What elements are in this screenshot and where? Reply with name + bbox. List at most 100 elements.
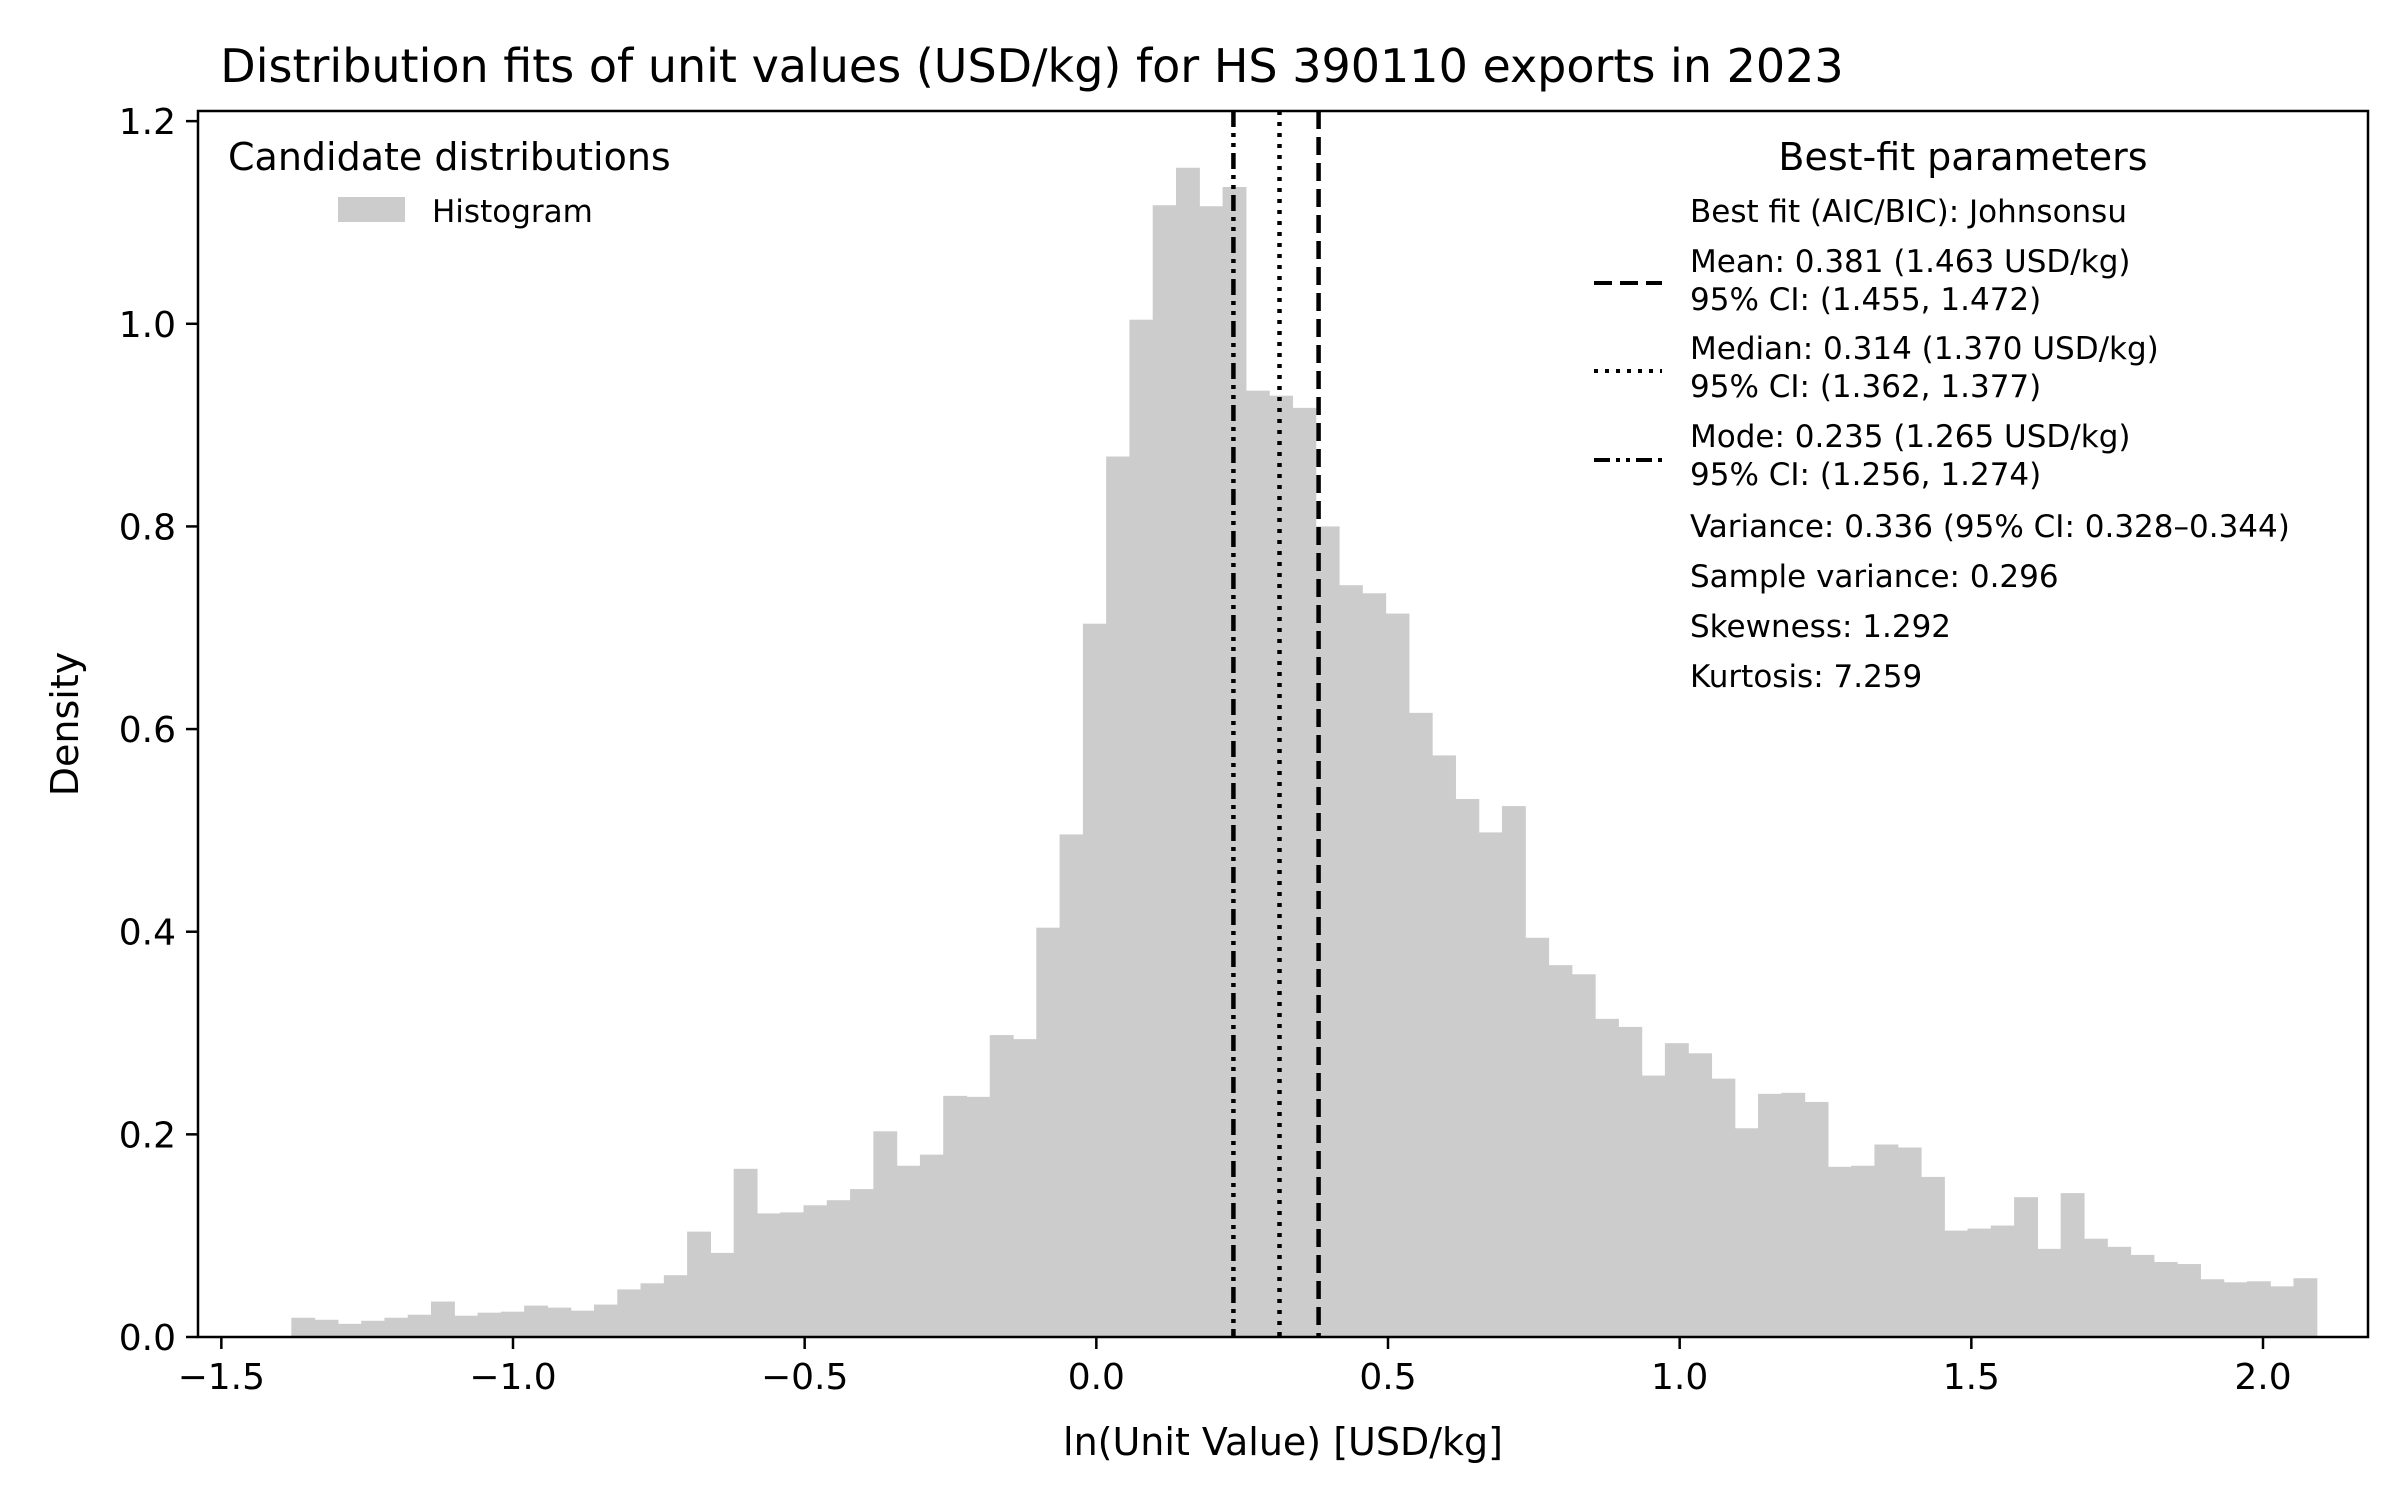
histogram-bar — [919, 1154, 944, 1337]
histogram-bar — [1641, 1075, 1666, 1337]
histogram-bar — [361, 1320, 386, 1337]
histogram-bar — [547, 1307, 572, 1337]
y-tick-label: 0.0 — [119, 1318, 176, 1359]
legend-best-fit: Best fit (AIC/BIC): Johnsonsu — [1690, 194, 2127, 230]
histogram-bar — [524, 1305, 549, 1337]
legend-mean-text: Mean: 0.381 (1.463 USD/kg) — [1690, 244, 2130, 280]
legend-variance: Variance: 0.336 (95% CI: 0.328–0.344) — [1690, 509, 2290, 545]
legend-right-title: Best-fit parameters — [1778, 135, 2147, 179]
legend-sample-variance: Sample variance: 0.296 — [1690, 559, 2059, 595]
histogram-bar — [1618, 1026, 1643, 1337]
histogram-bar — [314, 1319, 339, 1337]
plot-frame — [196, 109, 2370, 1339]
histogram-bar — [733, 1168, 758, 1337]
histogram-bar — [1990, 1225, 2015, 1337]
histogram-bar — [1688, 1053, 1713, 1337]
legend-histogram-swatch — [338, 197, 405, 222]
histogram-bar — [1967, 1228, 1992, 1337]
chart-title: Distribution fits of unit values (USD/kg… — [220, 39, 1843, 93]
histogram-bars — [291, 167, 2318, 1338]
histogram-bar — [454, 1315, 479, 1337]
legend-left: Candidate distributions Histogram — [228, 135, 671, 230]
histogram-bar — [1082, 623, 1107, 1337]
histogram-bar — [2270, 1286, 2295, 1337]
histogram-bar — [2060, 1193, 2085, 1337]
histogram-bar — [826, 1200, 851, 1337]
histogram-bar — [2014, 1197, 2038, 1337]
histogram-bar — [640, 1283, 665, 1337]
histogram-bar — [500, 1311, 525, 1337]
y-axis-label: Density — [43, 652, 87, 796]
histogram-bar — [384, 1317, 409, 1337]
histogram-bar — [477, 1312, 502, 1337]
histogram-bar — [1408, 712, 1433, 1337]
histogram-bar — [1920, 1176, 1945, 1337]
y-tick-label: 1.0 — [119, 305, 176, 346]
histogram-bar — [1338, 585, 1363, 1337]
histogram-bar — [431, 1301, 455, 1337]
histogram-bar — [1851, 1165, 1876, 1337]
histogram-bar — [2153, 1262, 2178, 1337]
histogram-bar — [1501, 806, 1526, 1337]
histogram-bar — [1385, 613, 1410, 1337]
histogram-bar — [943, 1095, 968, 1337]
histogram-bar — [850, 1189, 874, 1337]
histogram-bar — [2200, 1279, 2225, 1337]
histogram-bar — [593, 1304, 618, 1337]
x-axis-label: ln(Unit Value) [USD/kg] — [1063, 1420, 1503, 1464]
histogram-bar — [2223, 1282, 2248, 1337]
histogram-bar — [1292, 407, 1317, 1337]
histogram-bar — [337, 1323, 362, 1337]
histogram-bar — [1129, 319, 1154, 1338]
legend-mode-ci: 95% CI: (1.256, 1.274) — [1690, 457, 2041, 493]
histogram-bar — [1315, 526, 1340, 1337]
y-tick-label: 0.8 — [119, 507, 176, 548]
histogram-bar — [2177, 1264, 2201, 1337]
histogram-bar — [1874, 1144, 1899, 1337]
histogram-bar — [966, 1096, 991, 1337]
histogram-bar — [1827, 1166, 1852, 1337]
histogram-bar — [1944, 1230, 1969, 1337]
histogram-bar — [1595, 1018, 1619, 1337]
x-tick-label: 0.0 — [1068, 1357, 1125, 1398]
histogram-bar — [1781, 1092, 1806, 1337]
legend-skewness: Skewness: 1.292 — [1690, 609, 1951, 645]
legend-right: Best-fit parameters Best fit (AIC/BIC): … — [1594, 135, 2290, 695]
histogram-bar — [407, 1314, 432, 1337]
histogram-bar — [1106, 456, 1131, 1337]
histogram-bar — [1897, 1147, 1922, 1337]
histogram-bar — [1455, 798, 1480, 1337]
histogram-bar — [2246, 1281, 2271, 1337]
legend-median-text: Median: 0.314 (1.370 USD/kg) — [1690, 331, 2159, 367]
x-tick-label: −1.0 — [469, 1357, 556, 1398]
histogram-bar — [1711, 1078, 1736, 1337]
y-tick-label: 0.2 — [119, 1115, 176, 1156]
histogram-bar — [1432, 755, 1456, 1337]
histogram-bar — [1152, 205, 1177, 1338]
histogram-bar — [896, 1165, 921, 1337]
y-tick-label: 0.4 — [119, 913, 176, 954]
histogram-bar — [803, 1205, 828, 1337]
x-tick-label: 0.5 — [1359, 1357, 1416, 1398]
histogram-bar — [1478, 832, 1503, 1337]
histogram-bar — [1269, 395, 1294, 1338]
histogram-bar — [1013, 1039, 1037, 1337]
histogram-bar — [1734, 1128, 1759, 1337]
y-tick-label: 1.2 — [119, 102, 176, 143]
histogram-bar — [617, 1289, 642, 1337]
histogram-bar — [1571, 974, 1596, 1337]
x-tick-label: −0.5 — [761, 1357, 848, 1398]
histogram-bar — [687, 1231, 711, 1337]
legend-left-title: Candidate distributions — [228, 135, 671, 179]
x-tick-label: 1.0 — [1651, 1357, 1708, 1398]
histogram-bar — [1362, 593, 1387, 1337]
reference-lines — [1231, 111, 1321, 1337]
histogram-bar — [1059, 834, 1084, 1337]
histogram-bar — [291, 1317, 316, 1337]
histogram-bar — [1199, 206, 1224, 1338]
histogram-bar — [1664, 1043, 1689, 1337]
histogram-bar — [2107, 1246, 2132, 1337]
y-axis-ticks: 0.0 0.2 0.4 0.6 0.8 1.0 1.2 — [119, 102, 198, 1359]
